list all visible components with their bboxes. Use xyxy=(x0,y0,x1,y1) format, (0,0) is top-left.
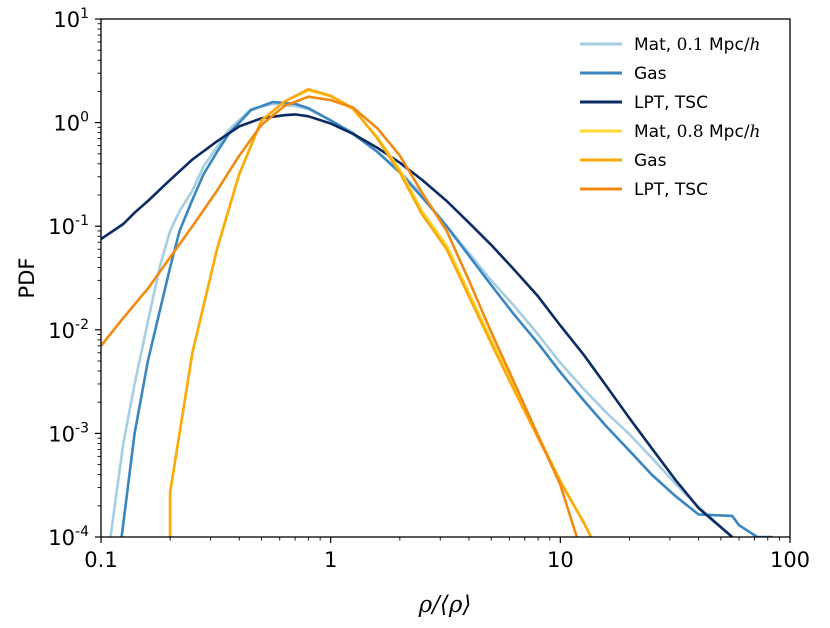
x-tick-label: 10 xyxy=(547,548,574,572)
legend: Mat, 0.1 Mpc/h Gas LPT, TSC Mat, 0.8 Mpc/h G… xyxy=(580,35,761,200)
series-line-5 xyxy=(168,87,593,537)
y-tick-label: 10-1 xyxy=(48,213,89,239)
y-tick-label: 10-2 xyxy=(48,317,89,343)
x-tick-label: 100 xyxy=(770,548,810,572)
ticks-group: 0.1 1 10 100 10-4 10-3 10-2 10-1 100 101 xyxy=(48,6,810,572)
y-tick-label: 10-3 xyxy=(48,420,89,446)
legend-label-6: LPT, TSC xyxy=(634,180,708,200)
legend-label-1: Mat, 0.1 Mpc/h xyxy=(634,35,761,55)
plot-frame xyxy=(100,18,791,538)
legend-label-3: LPT, TSC xyxy=(634,93,708,113)
x-tick-label: 1 xyxy=(324,548,337,572)
series-group xyxy=(101,87,773,537)
y-tick-label: 10-4 xyxy=(48,524,89,550)
series-line-6 xyxy=(101,95,579,537)
y-tick-label: 100 xyxy=(53,110,89,136)
legend-label-4: Mat, 0.8 Mpc/h xyxy=(634,122,761,142)
legend-label-5: Gas xyxy=(634,151,667,171)
legend-label-2: Gas xyxy=(634,64,667,84)
x-tick-label: 0.1 xyxy=(84,548,117,572)
x-axis-label: ρ/⟨ρ⟩ xyxy=(418,592,472,618)
y-axis-label: PDF xyxy=(15,258,39,299)
y-tick-label: 101 xyxy=(53,6,89,32)
